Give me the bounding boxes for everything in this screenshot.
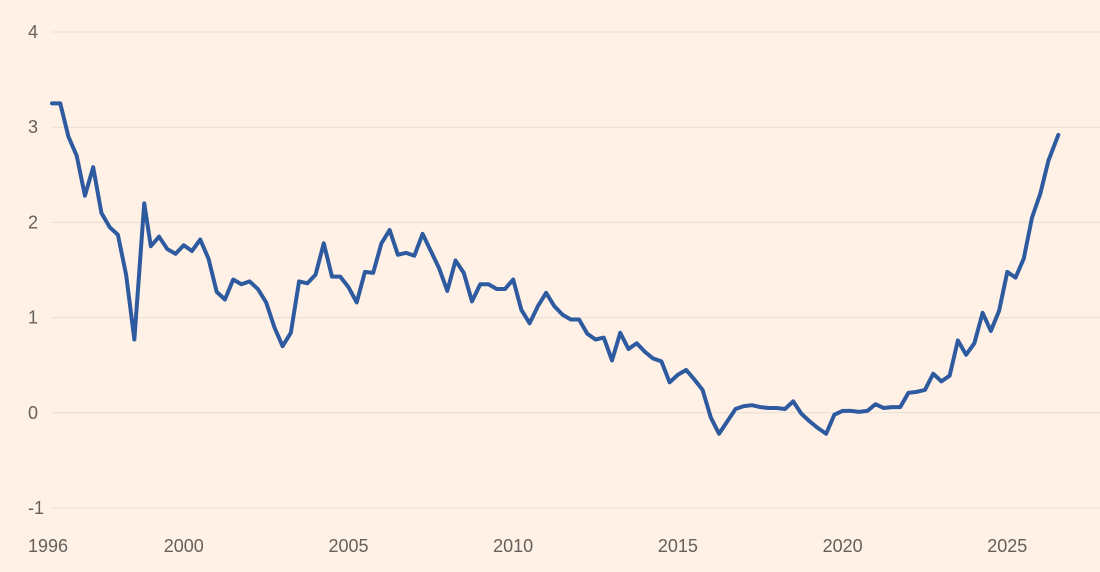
x-tick-label: 2005 [328,536,368,556]
x-tick-label: 2015 [658,536,698,556]
y-tick-label: 4 [28,22,38,42]
series-line-0 [50,101,1061,436]
y-tick-label: 3 [28,117,38,137]
x-tick-label: 1996 [28,536,68,556]
x-tick-label: 2000 [164,536,204,556]
y-tick-label: -1 [28,498,44,518]
x-tick-label: 2010 [493,536,533,556]
series-points-0 [50,101,1060,435]
series-layer [50,101,1061,436]
y-tick-label: 0 [28,403,38,423]
x-axis-ticks: 1996 2000 2005 2010 2015 2020 2025 [28,536,1027,556]
x-tick-label: 2025 [987,536,1027,556]
y-axis-ticks: 4 3 2 1 0 -1 [28,22,44,518]
gridlines [52,31,1100,509]
y-tick-label: 2 [28,212,38,232]
y-tick-label: 1 [28,308,38,328]
x-tick-label: 2020 [823,536,863,556]
